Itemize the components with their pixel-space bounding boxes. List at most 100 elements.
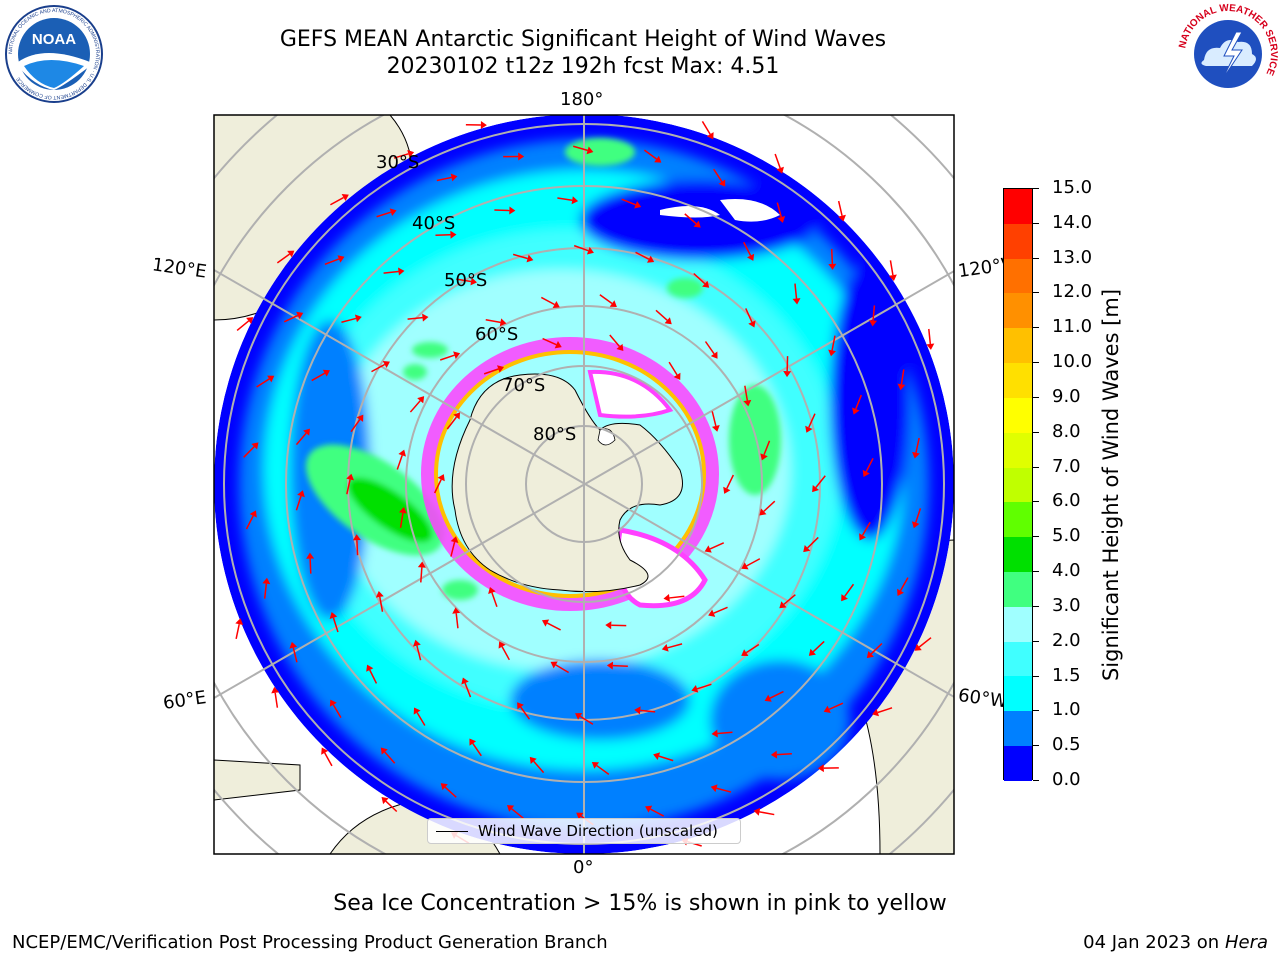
wave-arrow-head xyxy=(748,320,756,328)
wave-arrow-shaft xyxy=(396,455,403,470)
wave-arrow-shaft xyxy=(828,702,844,710)
wave-arrow-head xyxy=(366,664,374,672)
colorbar-tick xyxy=(1033,257,1039,259)
colorbar-segment xyxy=(1004,397,1032,433)
wave-arrow-head xyxy=(708,609,716,617)
colorbar-tick-label: 0.5 xyxy=(1052,734,1081,756)
wave-arrow-head xyxy=(296,311,304,320)
wave-arrow-shaft xyxy=(444,786,457,798)
sea-ice-ring xyxy=(421,199,780,611)
chart-title: GEFS MEAN Antarctic Significant Height o… xyxy=(0,26,1166,80)
wave-arrow-shaft xyxy=(409,400,421,413)
colorbar-tick xyxy=(1033,571,1039,573)
wave-arrow-head xyxy=(808,648,816,656)
wave-arrow-shaft xyxy=(844,583,855,597)
wave-arrow-head xyxy=(823,705,831,713)
wave-arrow-head xyxy=(838,214,846,222)
colorbar-tick xyxy=(1033,327,1039,329)
colorbar-tick xyxy=(1033,780,1039,781)
wave-arrow-head xyxy=(634,201,642,209)
colorbar-tick xyxy=(1033,362,1039,364)
wave-arrow-shaft xyxy=(341,317,357,323)
wave-arrow-head xyxy=(704,545,712,553)
lat-label-50s: 50°S xyxy=(444,270,488,291)
wave-arrow-shaft xyxy=(283,314,299,323)
wave-arrow-head xyxy=(450,173,458,182)
wave-arrow-shaft xyxy=(763,440,771,456)
wave-arrow-shaft xyxy=(263,583,268,599)
wave-arrow-shaft xyxy=(450,541,456,557)
wave-arrow-shaft xyxy=(655,309,668,321)
wave-arrow-head xyxy=(453,351,461,359)
wave-arrow-shaft xyxy=(346,479,351,495)
wave-arrow-head xyxy=(663,593,670,602)
wave-arrow-shaft xyxy=(371,363,386,373)
wave-arrow-shaft xyxy=(599,294,613,305)
wave-arrow-head xyxy=(437,474,445,482)
wave-arrow-head xyxy=(743,399,752,407)
colorbar-tick-label: 4.0 xyxy=(1052,560,1081,582)
colorbar-tick-label: 12.0 xyxy=(1052,281,1093,303)
wave-arrow-shaft xyxy=(830,248,834,264)
wave-arrow-head xyxy=(803,545,811,553)
wave-arrow-shaft xyxy=(533,760,545,774)
wave-arrow-shaft xyxy=(658,755,674,762)
colorbar-tick-label: 10.0 xyxy=(1052,351,1093,373)
legend-line-sample xyxy=(436,831,468,832)
wave-arrow-shaft xyxy=(596,764,610,775)
wave-arrow-head xyxy=(770,750,778,759)
wave-arrow-shaft xyxy=(713,606,728,614)
wave-arrow-shaft xyxy=(806,536,819,549)
wave-arrow-shaft xyxy=(385,800,398,813)
wave-arrow-head xyxy=(337,255,345,263)
wave-arrow-shaft xyxy=(643,149,657,160)
colorbar-tick-label: 14.0 xyxy=(1052,211,1093,233)
title-line-2: 20230102 t12z 192h fcst Max: 4.51 xyxy=(386,54,780,79)
wave-arrow-head xyxy=(616,343,624,352)
wave-arrow-head xyxy=(526,254,534,263)
wave-arrow-shaft xyxy=(540,296,555,306)
wave-arrow-shaft xyxy=(235,624,240,640)
footer-date: 04 Jan 2023 on Hera xyxy=(1083,932,1268,953)
wave-arrow-head xyxy=(753,807,761,816)
wave-arrow-head xyxy=(417,561,426,568)
wave-arrow-head xyxy=(723,486,731,494)
wave-arrow-shaft xyxy=(295,495,302,511)
wave-arrow-shaft xyxy=(701,121,711,135)
colorbar-tick-label: 11.0 xyxy=(1052,316,1093,338)
wave-arrow-head xyxy=(702,280,710,288)
wave-arrow-head xyxy=(911,521,920,529)
wave-arrow-head xyxy=(661,643,669,652)
footer-date-text: 04 Jan 2023 on xyxy=(1083,932,1225,953)
wave-arrow-head xyxy=(550,661,558,669)
wave-arrow-head xyxy=(356,414,364,422)
wave-arrow-head xyxy=(306,552,315,559)
wave-arrow-head xyxy=(654,155,662,163)
wave-arrow-head xyxy=(375,591,384,598)
wave-arrow-head xyxy=(888,274,897,282)
wave-arrow-head xyxy=(321,747,329,755)
wave-arrow-shaft xyxy=(808,413,816,428)
wave-arrow-head xyxy=(552,300,560,309)
wave-arrow-head xyxy=(869,320,878,327)
wave-arrow-shaft xyxy=(274,692,279,708)
wave-arrow-head xyxy=(852,407,860,415)
wave-arrow-shaft xyxy=(369,669,378,684)
wave-arrow-head xyxy=(645,805,653,813)
colorbar-tick-label: 7.0 xyxy=(1052,455,1081,477)
colorbar-tick-label: 5.0 xyxy=(1052,525,1081,547)
wave-arrow-shaft xyxy=(276,253,290,264)
colorbar-title: Significant Height of Wind Waves [m] xyxy=(1099,288,1123,682)
wave-arrow-shaft xyxy=(393,153,409,159)
wave-arrow-shaft xyxy=(399,512,404,528)
wave-arrow-shaft xyxy=(446,416,458,430)
wave-arrow-head xyxy=(329,612,338,619)
wave-arrow-head xyxy=(777,216,786,223)
wave-arrow-shaft xyxy=(704,341,715,355)
colorbar-segment xyxy=(1004,537,1032,572)
wave-arrow-head xyxy=(872,708,880,717)
wave-arrow-head xyxy=(398,507,407,514)
colorbar-tick xyxy=(1033,396,1039,398)
title-line-1: GEFS MEAN Antarctic Significant Height o… xyxy=(279,27,887,52)
wave-arrow-head xyxy=(710,784,718,793)
